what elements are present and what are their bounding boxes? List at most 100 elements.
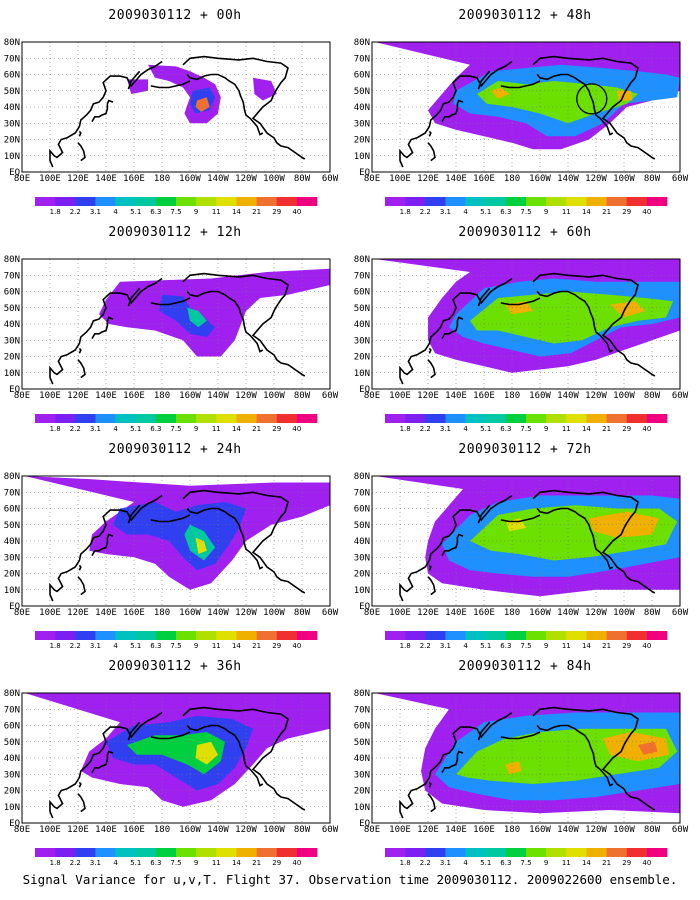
colorbar-swatch (276, 631, 298, 640)
colorbar-label: 11 (212, 642, 221, 650)
figure-caption: Signal Variance for u,v,T. Flight 37. Ob… (22, 872, 678, 887)
colorbar-label: 14 (582, 425, 591, 433)
lon-tick-label: 140E (95, 608, 117, 618)
lon-tick-label: 120W (585, 825, 607, 835)
lon-tick-label: 120E (67, 825, 89, 835)
lon-tick-label: 160W (179, 391, 201, 401)
map-panel-84h: 2009030112 + 84h 80N 70N 60N 50N 40N 30N 20N 10N… (350, 651, 700, 871)
lon-tick-label: 160E (473, 174, 495, 184)
lon-tick-label: 180 (154, 174, 170, 184)
variance-contour (253, 77, 277, 101)
colorbar-label: 5.1 (130, 859, 141, 867)
lon-tick-label: 120E (417, 391, 439, 401)
map-frame (371, 258, 681, 390)
lat-tick-label: 30N (354, 553, 370, 563)
colorbar-swatch (135, 848, 157, 857)
lon-tick-label: 180 (154, 825, 170, 835)
lat-tick-label: 50N (354, 304, 370, 314)
colorbar-swatch (95, 848, 116, 857)
lon-tick-label: 140W (207, 174, 229, 184)
lat-tick-label: EQ (359, 168, 370, 178)
variance-contour (127, 79, 148, 94)
lon-tick-label: 60W (322, 825, 339, 835)
map-panel-12h: 2009030112 + 12h 80N 70N 60N 50N 40N 30N 20N 10N… (0, 217, 350, 437)
coastline (500, 514, 541, 523)
lat-tick-label: 80N (354, 255, 370, 265)
lon-tick-label: 140E (445, 608, 467, 618)
colorbar-label: 5.1 (480, 425, 491, 433)
colorbar-label: 29 (272, 859, 281, 867)
colorbar-label: 9 (544, 425, 548, 433)
colorbar-swatch (385, 414, 406, 423)
lon-tick-label: 140W (557, 608, 579, 618)
coastline (500, 297, 541, 306)
lat-tick-label: EQ (9, 819, 20, 829)
lon-tick-label: 100E (39, 608, 61, 618)
map-panel-48h: 2009030112 + 48h 80N 70N 60N 50N 40N 30N 20N 10N… (350, 0, 700, 220)
colorbar-label: 11 (212, 208, 221, 216)
coastline (428, 564, 432, 571)
map-frame (21, 475, 331, 607)
colorbar-label: 7.5 (520, 208, 531, 216)
colorbar-swatch (115, 414, 137, 423)
coastline (78, 130, 82, 137)
colorbar-label: 3.1 (90, 642, 101, 650)
colorbar-label: 29 (622, 208, 631, 216)
lat-tick-label: 30N (4, 553, 20, 563)
lon-tick-label: 140W (557, 174, 579, 184)
lon-tick-label: 140E (445, 825, 467, 835)
lon-tick-label: 160W (529, 825, 551, 835)
colorbar-swatch (485, 414, 507, 423)
colorbar-swatch (296, 197, 318, 206)
colorbar-swatch (95, 631, 116, 640)
colorbar-label: 14 (232, 859, 241, 867)
lon-tick-label: 160E (123, 174, 145, 184)
lat-tick-label: 60N (354, 71, 370, 81)
lat-tick-label: 20N (4, 570, 20, 580)
coastline (477, 721, 491, 741)
colorbar-swatch (566, 848, 587, 857)
colorbar-label: 11 (562, 425, 571, 433)
lon-tick-label: 160E (473, 608, 495, 618)
lon-tick-label: 60W (322, 391, 339, 401)
lon-tick-label: 120E (417, 825, 439, 835)
colorbar-label: 1.8 (50, 208, 61, 216)
colorbar-label: 21 (602, 425, 611, 433)
lat-tick-label: 60N (354, 505, 370, 515)
colorbar-label: 3.1 (440, 425, 451, 433)
lon-tick-label: 140W (557, 825, 579, 835)
lat-tick-label: 10N (354, 803, 370, 813)
coastline (532, 55, 656, 160)
colorbar-swatch (216, 414, 237, 423)
lat-tick-label: 10N (354, 152, 370, 162)
colorbar-label: 7.5 (520, 859, 531, 867)
coastline (78, 564, 82, 571)
lon-tick-label: 120E (417, 174, 439, 184)
coastline (186, 73, 264, 136)
variance-contour (99, 268, 330, 357)
colorbar-swatch (35, 631, 56, 640)
lon-tick-label: 100W (263, 825, 285, 835)
colorbar-swatch (425, 631, 446, 640)
colorbar-swatch (75, 414, 96, 423)
lat-tick-label: 20N (354, 787, 370, 797)
colorbar-swatch (75, 197, 96, 206)
lon-tick-label: 140E (95, 825, 117, 835)
colorbar-swatch (385, 631, 406, 640)
colorbar-label: 14 (582, 642, 591, 650)
observation-circle (576, 83, 608, 115)
lat-tick-label: 70N (354, 488, 370, 498)
coastline (399, 60, 513, 168)
colorbar-label: 3.1 (440, 859, 451, 867)
colorbar-swatch (176, 631, 197, 640)
colorbar-swatch (526, 197, 547, 206)
colorbar-swatch (586, 848, 607, 857)
colorbar-swatch (155, 197, 177, 206)
lat-tick-label: 40N (354, 754, 370, 764)
colorbar-label: 3.1 (90, 425, 101, 433)
colorbar-swatch (196, 631, 217, 640)
colorbar-swatch (155, 848, 177, 857)
coastline (477, 504, 491, 524)
